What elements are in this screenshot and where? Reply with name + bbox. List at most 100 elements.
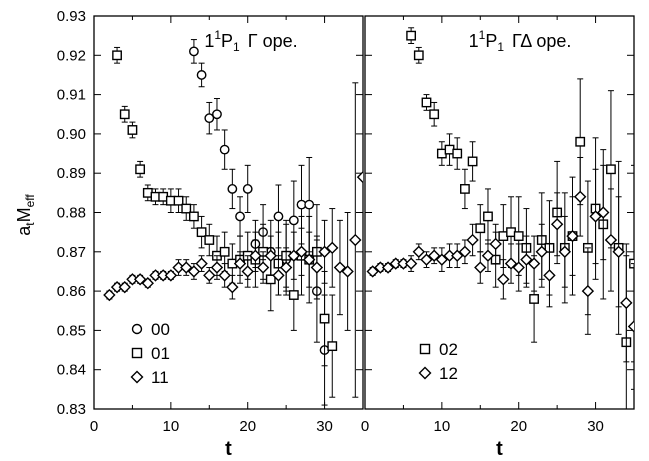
y-tick-label: 0.84: [57, 362, 86, 379]
data-point-01: [196, 227, 207, 238]
data-point-12: [612, 245, 625, 258]
data-point-12: [566, 229, 579, 243]
data-point-00: [242, 184, 253, 194]
data-point-11: [349, 233, 362, 247]
data-point-12: [404, 257, 418, 270]
data-point-12: [620, 296, 633, 310]
panel-data: [103, 16, 363, 409]
y-tick-label: 0.90: [57, 126, 86, 143]
data-point-11: [218, 269, 231, 282]
data-point-02: [467, 156, 478, 167]
data-point-11: [356, 170, 363, 184]
data-point-11: [256, 261, 270, 274]
data-point-12: [366, 265, 379, 278]
data-point-12: [474, 261, 487, 274]
panel-title-sub: 1: [497, 40, 504, 54]
data-point-12: [504, 257, 518, 270]
x-tick-label: 30: [587, 418, 604, 435]
data-point-12: [512, 261, 525, 274]
panel-title-op: ΓΔ ope.: [512, 31, 571, 51]
legend-symbol-12: [418, 366, 432, 380]
y-tick-label: 0.91: [57, 87, 86, 104]
data-point-12: [597, 206, 610, 219]
data-point-11: [103, 288, 116, 302]
panel-title: 11P1 ΓΔ ope.: [469, 28, 572, 54]
data-point-00: [288, 215, 299, 226]
data-point-01: [127, 125, 138, 135]
data-point-11: [241, 265, 254, 278]
data-point-12: [627, 320, 634, 333]
data-point-01: [288, 290, 299, 300]
x-tick-label: 10: [163, 418, 180, 435]
data-point-11: [272, 269, 285, 282]
data-point-02: [413, 50, 424, 61]
data-point-02: [460, 184, 470, 194]
data-point-11: [310, 261, 324, 274]
y-tick-label: 0.93: [57, 8, 86, 25]
y-tick-label: 0.87: [57, 244, 86, 261]
x-tick-label: 0: [361, 418, 369, 435]
x-tick-label: 10: [434, 418, 451, 435]
data-point-11: [187, 265, 201, 278]
data-point-11: [164, 269, 178, 282]
panel-title-prefix: 1: [204, 31, 214, 51]
y-tick-label: 0.89: [57, 165, 86, 182]
data-point-01: [135, 164, 146, 175]
data-point-02: [483, 211, 493, 222]
data-point-11: [249, 249, 262, 262]
panel-title-op: Γ ope.: [248, 31, 298, 51]
data-point-12: [466, 233, 479, 247]
data-point-02: [421, 97, 432, 108]
y-axis-label-a: a: [14, 225, 34, 236]
data-point-01: [189, 211, 199, 222]
panel-title-main: P: [485, 31, 497, 51]
legend-symbol-01: [131, 347, 143, 359]
data-point-11: [303, 253, 316, 266]
data-point-00: [304, 199, 315, 210]
data-point-02: [575, 136, 586, 147]
data-point-01: [119, 109, 130, 120]
data-point-12: [581, 284, 595, 298]
data-point-11: [333, 261, 347, 274]
data-point-11: [118, 280, 131, 294]
data-point-12: [604, 233, 618, 247]
data-point-12: [520, 253, 533, 266]
panel-data: [366, 27, 634, 409]
legend-symbol-00: [131, 323, 143, 335]
x-tick-label: 20: [239, 418, 256, 435]
data-point-12: [589, 210, 602, 223]
panel-title-prefix: 1: [469, 31, 479, 51]
y-tick-label: 0.83: [57, 401, 86, 418]
chart-axes: atMeff 0.830.840.850.860.870.880.890.900…: [14, 8, 604, 460]
data-point-12: [527, 257, 541, 270]
chart-marks: [103, 16, 634, 409]
data-point-12: [543, 269, 556, 282]
y-tick-label: 0.85: [57, 322, 86, 339]
data-point-12: [412, 245, 425, 258]
data-point-12: [435, 253, 449, 266]
legend-label: 02: [439, 340, 458, 359]
data-point-11: [203, 269, 216, 282]
x-axis-label: t: [225, 438, 232, 460]
data-point-02: [452, 148, 463, 159]
data-point-02: [606, 164, 616, 175]
y-axis-label-m: M: [14, 207, 34, 222]
data-point-02: [429, 109, 440, 120]
data-point-11: [318, 245, 331, 258]
y-tick-label: 0.88: [57, 205, 86, 222]
data-point-12: [427, 249, 441, 262]
data-point-01: [319, 313, 330, 324]
data-point-12: [535, 245, 548, 258]
data-point-12: [574, 190, 587, 203]
data-point-12: [481, 249, 495, 262]
data-point-11: [210, 261, 224, 274]
data-point-12: [420, 253, 433, 266]
y-tick-label: 0.86: [57, 283, 86, 300]
data-point-11: [180, 261, 193, 274]
panel-title-sub: 1: [233, 40, 240, 54]
data-point-12: [497, 273, 510, 286]
data-point-11: [133, 273, 147, 286]
data-point-11: [264, 249, 277, 262]
x-tick-label: 30: [316, 418, 333, 435]
